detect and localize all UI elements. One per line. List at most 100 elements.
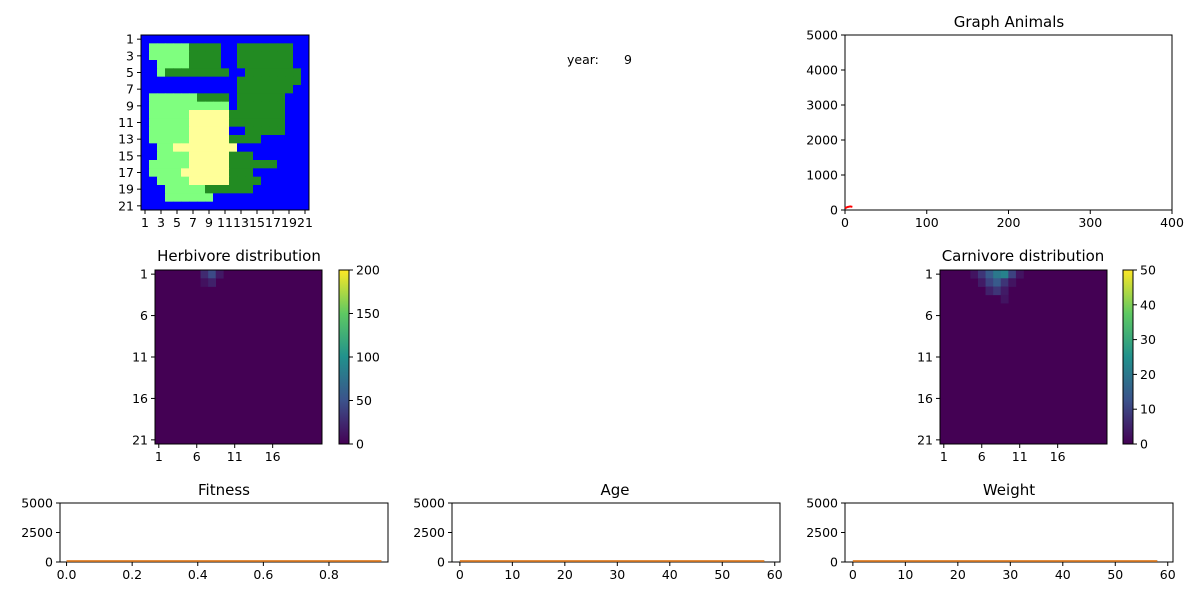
map-cell	[301, 110, 310, 119]
map-cell	[301, 60, 310, 69]
map-cell	[173, 126, 182, 136]
heatmap-background	[155, 270, 322, 444]
y-tick-label: 2500	[21, 525, 53, 540]
map-cell	[149, 68, 158, 78]
heatmap-cell	[985, 270, 994, 279]
map-cell	[181, 110, 190, 119]
map-cell	[141, 185, 150, 194]
map-cell	[221, 135, 230, 144]
map-cell	[301, 118, 310, 128]
map-cell	[157, 168, 166, 178]
x-tick-label: 40	[1055, 567, 1071, 582]
map-cell	[245, 168, 254, 178]
x-tick-label: 40	[662, 567, 678, 582]
map-cell	[229, 168, 238, 178]
map-cell	[229, 51, 238, 61]
map-cell	[213, 35, 222, 44]
x-tick-label: 7	[189, 215, 197, 230]
map-cell	[221, 201, 230, 211]
map-cell	[213, 93, 222, 103]
map-cell	[285, 185, 294, 194]
y-tick-label: 0	[830, 555, 838, 570]
heatmap-cell	[1008, 278, 1017, 287]
map-cell	[293, 135, 302, 144]
map-cell	[229, 85, 238, 94]
x-tick-label: 11	[1012, 449, 1028, 464]
y-tick-label: 3	[126, 48, 134, 63]
map-cell	[245, 110, 254, 119]
map-cell	[165, 93, 174, 103]
x-tick-label: 50	[714, 567, 730, 582]
map-cell	[285, 201, 294, 211]
map-cell	[173, 143, 182, 153]
map-cell	[189, 76, 198, 86]
map-cell	[173, 193, 182, 203]
map-cell	[237, 135, 246, 144]
map-cell	[293, 110, 302, 119]
map-cell	[205, 118, 214, 128]
map-cell	[269, 193, 278, 203]
map-cell	[189, 35, 198, 44]
map-cell	[157, 85, 166, 94]
map-cell	[285, 110, 294, 119]
map-cell	[229, 110, 238, 119]
map-cell	[285, 151, 294, 161]
map-cell	[293, 85, 302, 94]
map-cell	[253, 126, 262, 136]
map-cell	[293, 168, 302, 178]
map-cell	[253, 201, 262, 211]
map-cell	[165, 51, 174, 61]
map-cell	[213, 201, 222, 211]
y-tick-label: 11	[132, 350, 148, 365]
y-tick-label: 17	[118, 165, 134, 180]
fitness-title: Fitness	[198, 481, 250, 499]
map-cell	[245, 151, 254, 161]
map-cell	[141, 151, 150, 161]
heatmap-cell	[977, 270, 986, 279]
map-cell	[245, 185, 254, 194]
x-tick-label: 1	[940, 449, 948, 464]
map-cell	[293, 51, 302, 61]
map-cell	[141, 201, 150, 211]
map-cell	[197, 118, 206, 128]
map-cell	[189, 51, 198, 61]
map-cell	[293, 193, 302, 203]
map-cell	[245, 193, 254, 203]
map-cell	[261, 76, 270, 86]
map-cell	[237, 185, 246, 194]
graph-animals-panel: 0 1000 2000 3000 4000 5000 0 100 200 300 400	[806, 28, 1184, 231]
y-tick-label: 11	[118, 115, 134, 130]
map-cell	[293, 151, 302, 161]
y-tick-label: 6	[140, 308, 148, 323]
map-cell	[205, 176, 214, 186]
map-cell	[253, 93, 262, 103]
map-cell	[237, 176, 246, 186]
map-cell	[181, 101, 190, 111]
map-cell	[277, 135, 286, 144]
map-cell	[173, 201, 182, 211]
animal-count-line	[844, 205, 853, 210]
map-cell	[205, 93, 214, 103]
map-cell	[293, 43, 302, 53]
map-cell	[221, 93, 230, 103]
map-cell	[165, 43, 174, 53]
map-cell	[173, 68, 182, 78]
map-cell	[301, 43, 310, 53]
y-tick-label: 5000	[806, 28, 838, 43]
map-cell	[189, 193, 198, 203]
map-cell	[293, 185, 302, 194]
heatmap-background	[940, 270, 1107, 444]
map-cell	[157, 135, 166, 144]
map-cell	[165, 185, 174, 194]
map-cell	[149, 76, 158, 86]
y-tick-label: 7	[126, 82, 134, 97]
heatmap-cell	[215, 270, 224, 279]
map-cell	[181, 35, 190, 44]
map-cell	[141, 68, 150, 78]
map-cell	[301, 185, 310, 194]
x-tick-label: 50	[1107, 567, 1123, 582]
map-cell	[261, 160, 270, 169]
map-cell	[253, 160, 262, 169]
map-cell	[253, 176, 262, 186]
